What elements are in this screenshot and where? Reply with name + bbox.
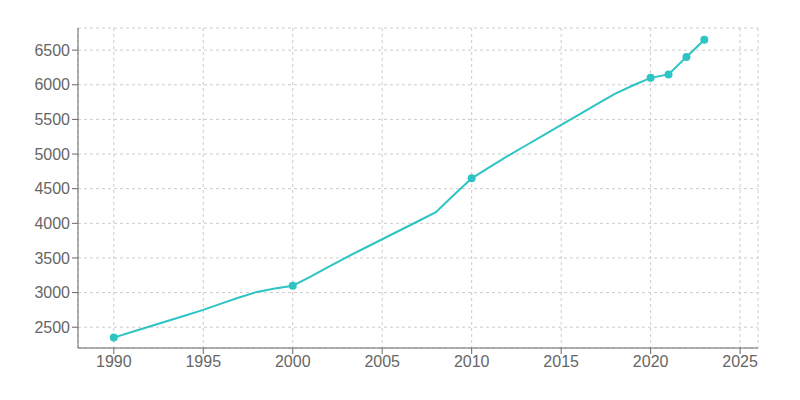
svg-text:2010: 2010 [454,353,490,370]
svg-text:5000: 5000 [34,146,70,163]
svg-text:5500: 5500 [34,111,70,128]
svg-text:2020: 2020 [633,353,669,370]
svg-text:4000: 4000 [34,215,70,232]
svg-text:2500: 2500 [34,319,70,336]
svg-text:2005: 2005 [364,353,400,370]
svg-text:6500: 6500 [34,42,70,59]
svg-text:1990: 1990 [96,353,132,370]
svg-text:6000: 6000 [34,76,70,93]
svg-text:4500: 4500 [34,180,70,197]
svg-text:2025: 2025 [722,353,758,370]
svg-text:3000: 3000 [34,284,70,301]
svg-text:2015: 2015 [543,353,579,370]
svg-text:3500: 3500 [34,250,70,267]
svg-text:1995: 1995 [185,353,221,370]
svg-text:2000: 2000 [275,353,311,370]
